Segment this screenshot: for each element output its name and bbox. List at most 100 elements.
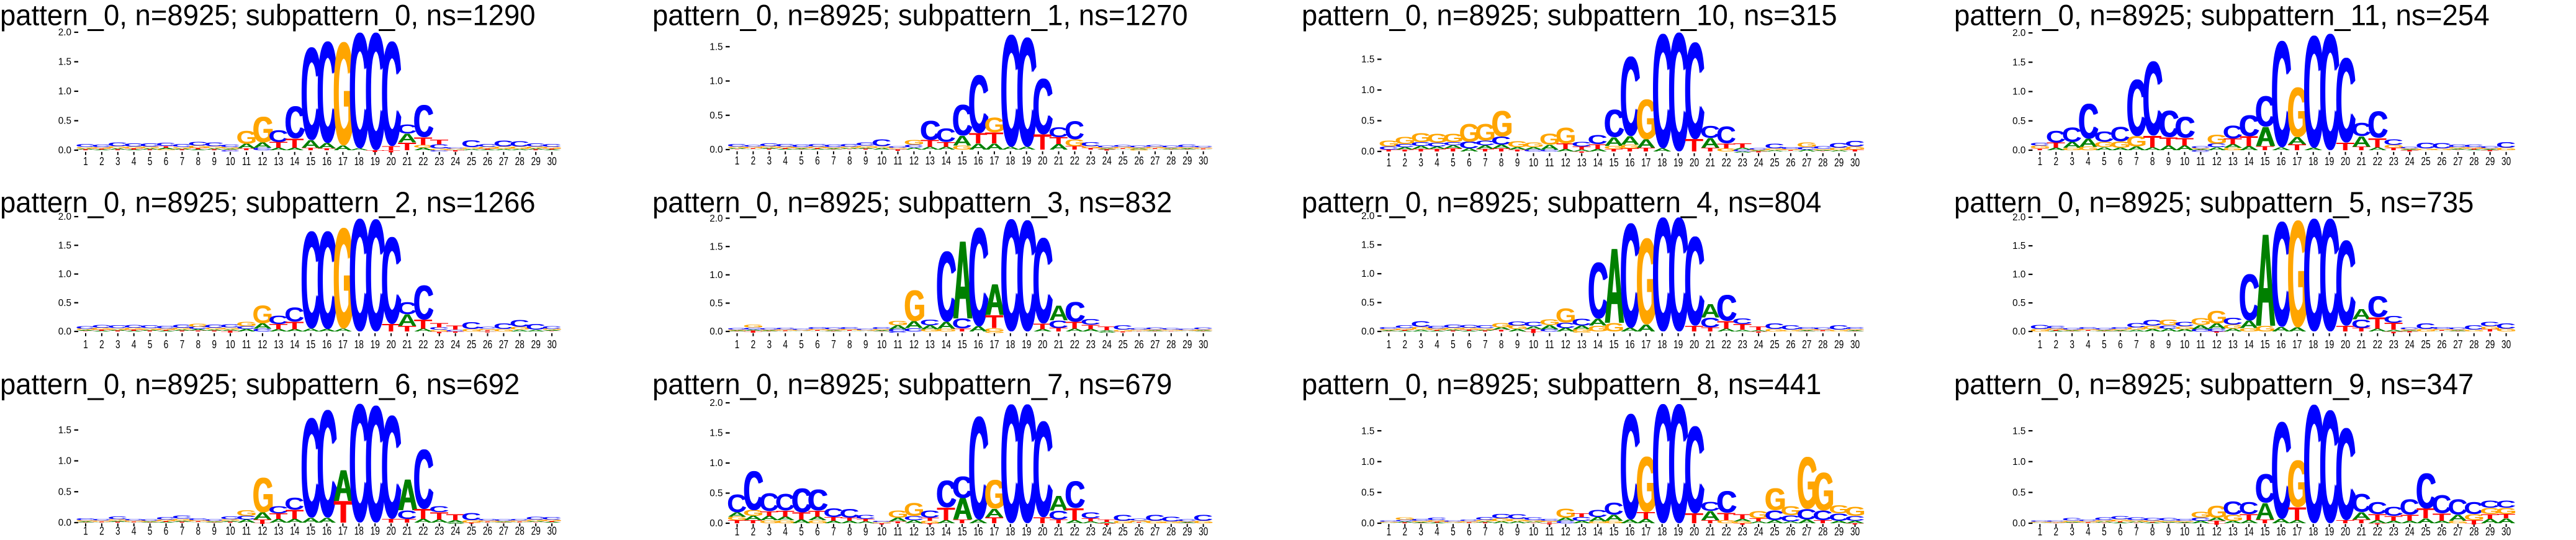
svg-text:10: 10: [1529, 526, 1538, 538]
svg-text:30: 30: [2502, 155, 2511, 168]
svg-text:0.5: 0.5: [58, 298, 71, 308]
svg-text:30: 30: [1850, 338, 1860, 351]
svg-text:1.5: 1.5: [709, 428, 723, 439]
svg-text:3: 3: [115, 525, 120, 538]
svg-text:1.0: 1.0: [58, 269, 71, 280]
svg-text:1: 1: [2038, 338, 2043, 351]
svg-text:13: 13: [1577, 338, 1587, 351]
svg-text:pattern_0, n=8925; subpattern_: pattern_0, n=8925; subpattern_9, ns=347: [1954, 367, 2474, 400]
svg-text:28: 28: [1166, 338, 1176, 351]
svg-text:0.0: 0.0: [58, 518, 71, 528]
svg-text:9: 9: [212, 525, 217, 538]
svg-text:25: 25: [467, 525, 476, 538]
svg-text:3: 3: [2069, 526, 2074, 538]
svg-text:0.0: 0.0: [1361, 518, 1374, 529]
svg-text:6: 6: [815, 526, 820, 538]
svg-text:14: 14: [290, 525, 299, 538]
svg-text:21: 21: [402, 525, 412, 538]
svg-text:27: 27: [1802, 338, 1811, 351]
svg-text:pattern_0, n=8925; subpattern_: pattern_0, n=8925; subpattern_4, ns=804: [1302, 186, 1821, 218]
svg-text:26: 26: [2437, 338, 2446, 351]
svg-text:13: 13: [2228, 338, 2238, 351]
svg-text:7: 7: [180, 155, 185, 168]
svg-text:7: 7: [831, 155, 836, 167]
svg-text:5: 5: [2102, 338, 2107, 351]
svg-text:2: 2: [2053, 155, 2058, 168]
svg-text:28: 28: [1818, 156, 1827, 169]
svg-text:1.0: 1.0: [709, 458, 723, 469]
svg-text:9: 9: [212, 338, 217, 351]
svg-text:4: 4: [132, 525, 137, 538]
svg-text:24: 24: [451, 155, 460, 168]
svg-text:17: 17: [1641, 156, 1651, 169]
svg-text:7: 7: [180, 525, 185, 538]
svg-text:23: 23: [1738, 338, 1747, 351]
svg-text:28: 28: [1166, 155, 1176, 167]
svg-text:pattern_0, n=8925; subpattern_: pattern_0, n=8925; subpattern_8, ns=441: [1302, 367, 1821, 400]
svg-text:8: 8: [1499, 156, 1504, 169]
svg-text:7: 7: [180, 338, 185, 351]
svg-text:12: 12: [258, 338, 267, 351]
svg-text:0.5: 0.5: [709, 299, 723, 309]
svg-text:8: 8: [196, 338, 200, 351]
svg-text:25: 25: [467, 155, 476, 168]
svg-text:11: 11: [1545, 338, 1554, 351]
svg-text:23: 23: [435, 525, 444, 538]
svg-text:4: 4: [132, 338, 137, 351]
svg-text:25: 25: [1770, 156, 1779, 169]
svg-text:7: 7: [2134, 526, 2139, 538]
svg-text:16: 16: [973, 155, 983, 167]
svg-text:22: 22: [1070, 338, 1079, 351]
svg-text:2.0: 2.0: [58, 27, 71, 38]
svg-text:26: 26: [1134, 155, 1143, 167]
svg-text:29: 29: [1182, 338, 1192, 351]
svg-text:30: 30: [1850, 156, 1860, 169]
svg-text:3: 3: [2069, 338, 2074, 351]
svg-text:1: 1: [1387, 338, 1392, 351]
svg-text:30: 30: [1199, 526, 1208, 538]
svg-text:12: 12: [909, 338, 919, 351]
svg-text:21: 21: [1054, 338, 1063, 351]
svg-text:13: 13: [1577, 156, 1587, 169]
svg-text:28: 28: [515, 338, 525, 351]
svg-text:0.0: 0.0: [58, 326, 71, 337]
svg-text:6: 6: [1467, 156, 1472, 169]
svg-text:11: 11: [242, 338, 251, 351]
svg-text:21: 21: [1054, 155, 1063, 167]
svg-text:24: 24: [2405, 526, 2414, 538]
svg-text:21: 21: [1706, 156, 1715, 169]
svg-text:11: 11: [2196, 526, 2205, 538]
svg-text:3: 3: [1418, 526, 1423, 538]
svg-text:pattern_0, n=8925; subpattern_: pattern_0, n=8925; subpattern_6, ns=692: [0, 367, 520, 400]
svg-text:9: 9: [1515, 338, 1520, 351]
svg-text:13: 13: [925, 526, 935, 538]
svg-text:4: 4: [1434, 156, 1439, 169]
svg-text:3: 3: [1418, 156, 1423, 169]
svg-text:3: 3: [767, 338, 772, 351]
svg-text:11: 11: [242, 525, 251, 538]
svg-text:30: 30: [547, 338, 556, 351]
svg-text:7: 7: [2134, 155, 2139, 168]
svg-text:2: 2: [99, 525, 104, 538]
svg-text:pattern_0, n=8925; subpattern_: pattern_0, n=8925; subpattern_5, ns=735: [1954, 186, 2474, 218]
svg-text:6: 6: [164, 338, 169, 351]
svg-text:5: 5: [1451, 156, 1456, 169]
svg-text:1: 1: [735, 338, 740, 351]
svg-text:24: 24: [2405, 338, 2414, 351]
svg-text:9: 9: [863, 338, 868, 351]
svg-text:9: 9: [2166, 155, 2171, 168]
svg-text:4: 4: [783, 155, 788, 167]
svg-text:8: 8: [196, 155, 200, 168]
svg-text:9: 9: [863, 526, 868, 538]
svg-text:0.5: 0.5: [709, 488, 723, 499]
svg-text:4: 4: [132, 155, 137, 168]
svg-text:pattern_0, n=8925; subpattern_: pattern_0, n=8925; subpattern_11, ns=254: [1954, 0, 2490, 32]
svg-text:17: 17: [1641, 526, 1651, 538]
svg-text:8: 8: [1499, 338, 1504, 351]
svg-text:26: 26: [1786, 526, 1795, 538]
svg-text:17: 17: [2292, 155, 2302, 168]
svg-text:2.0: 2.0: [709, 398, 723, 408]
svg-text:24: 24: [1754, 526, 1763, 538]
svg-text:1.0: 1.0: [1361, 85, 1374, 96]
svg-text:0.5: 0.5: [1361, 488, 1374, 498]
